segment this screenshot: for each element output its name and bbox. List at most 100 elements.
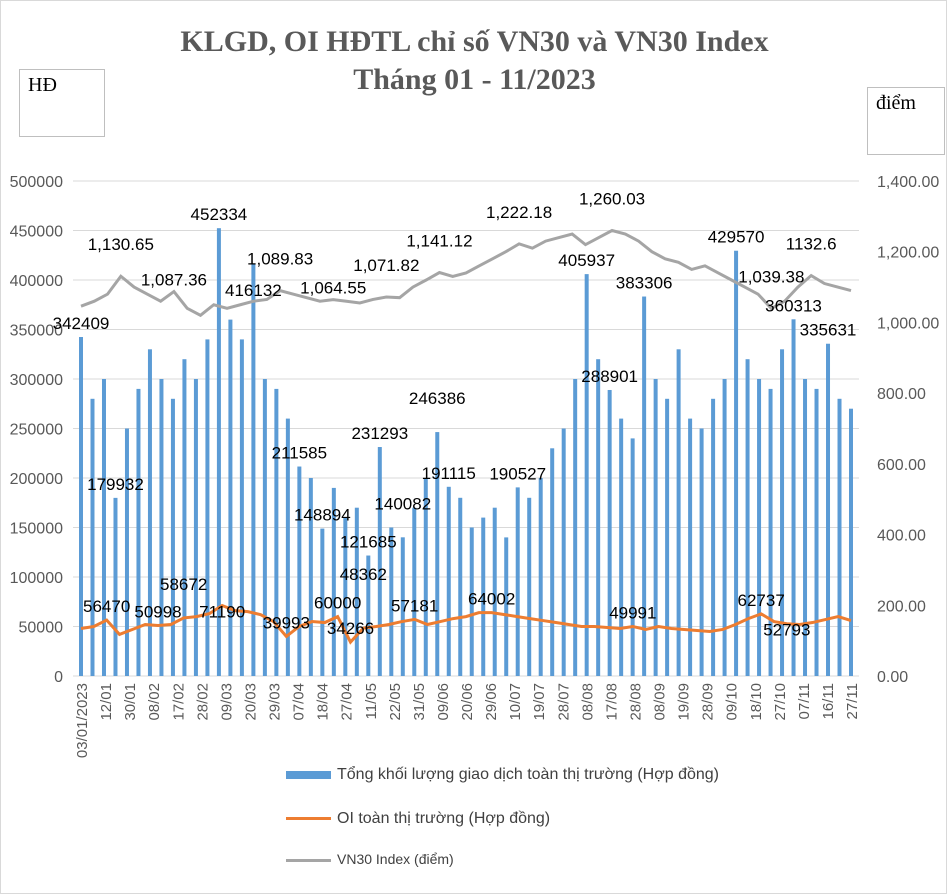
volume-bar <box>320 528 325 676</box>
oi-data-label: 52793 <box>763 621 810 640</box>
oi-data-label: 50998 <box>134 603 181 622</box>
volume-data-label: 288901 <box>581 367 638 386</box>
volume-bar <box>630 438 635 676</box>
x-tick: 29/06 <box>483 683 500 721</box>
volume-bar <box>124 428 129 676</box>
volume-bar <box>711 398 716 676</box>
volume-bar <box>550 448 555 676</box>
y-left-tick: 400000 <box>10 273 63 290</box>
volume-data-label: 342409 <box>53 314 110 333</box>
volume-bar <box>734 250 739 676</box>
y-right-label: điểm <box>867 87 945 155</box>
volume-data-label: 211585 <box>272 444 327 463</box>
y-right-tick: 1,200.00 <box>877 245 939 262</box>
vn30-data-label: 1,071.82 <box>353 256 419 275</box>
volume-bar <box>412 507 417 676</box>
x-tick: 27/11 <box>844 683 861 719</box>
volume-bar <box>308 478 313 676</box>
x-tick: 12/01 <box>98 683 115 721</box>
oi-data-label: 58672 <box>160 575 207 594</box>
x-tick: 27/10 <box>772 683 789 721</box>
x-tick: 17/08 <box>603 683 620 721</box>
volume-bar <box>435 432 440 676</box>
x-tick: 18/04 <box>315 683 332 721</box>
vn30-data-label: 1,039.38 <box>738 268 804 287</box>
vn30-line <box>80 228 852 318</box>
volume-bar <box>757 379 762 676</box>
volume-bar <box>527 497 532 676</box>
volume-bar <box>561 428 566 676</box>
x-tick: 17/02 <box>170 683 187 721</box>
x-tick: 28/07 <box>555 683 572 721</box>
y-left-tick: 150000 <box>10 521 63 538</box>
volume-bar <box>492 507 497 676</box>
volume-bar <box>136 388 141 676</box>
oi-data-label: 56470 <box>83 597 130 616</box>
y-left-tick: 500000 <box>10 174 63 191</box>
volume-bar <box>262 379 267 676</box>
volume-data-label: 140082 <box>374 494 431 513</box>
volume-data-label: 416132 <box>225 281 282 300</box>
legend-swatch <box>286 770 331 779</box>
vn30-data-label: 1,222.18 <box>486 203 552 222</box>
oi-data-label: 64002 <box>468 590 515 609</box>
volume-bar <box>90 398 95 676</box>
volume-data-label: 452334 <box>191 205 248 224</box>
volume-bar <box>343 517 348 676</box>
vn30-data-label: 1,130.65 <box>88 235 154 254</box>
x-tick: 03/01/2023 <box>74 683 91 758</box>
volume-bar <box>182 359 187 676</box>
volume-data-label: 121685 <box>340 533 397 552</box>
volume-data-label: 231293 <box>351 424 408 443</box>
x-tick: 20/06 <box>459 683 476 721</box>
x-tick: 08/09 <box>652 683 669 721</box>
volume-bar <box>101 379 106 676</box>
y-right-tick: 0.00 <box>877 669 908 686</box>
volume-bar <box>837 398 842 676</box>
legend-label: VN30 Index (điểm) <box>337 851 454 867</box>
oi-data-label: 34266 <box>327 619 374 638</box>
y-right-tick: 200.00 <box>877 598 926 615</box>
x-tick: 10/07 <box>507 683 524 721</box>
y-left-label: HĐ <box>19 69 105 137</box>
volume-bar <box>826 343 831 676</box>
volume-bar <box>504 537 509 676</box>
legend-label: OI toàn thị trường (Hợp đồng) <box>337 810 551 827</box>
volume-bar <box>458 497 463 676</box>
volume-bar <box>814 388 819 676</box>
chart-subtitle: Tháng 01 - 11/2023 <box>353 63 596 96</box>
x-tick: 20/03 <box>242 683 259 721</box>
y-right-tick: 800.00 <box>877 386 926 403</box>
chart-title: KLGD, OI HĐTL chỉ số VN30 và VN30 Index <box>180 25 769 58</box>
volume-bar <box>642 296 647 676</box>
volume-bar <box>216 228 221 677</box>
y-left-tick: 50000 <box>19 620 64 637</box>
volume-data-label: 405937 <box>558 251 615 270</box>
legend-oi: OI toàn thị trường (Hợp đồng) <box>286 810 550 828</box>
volume-bar <box>389 527 394 676</box>
y-left-tick: 0 <box>54 669 63 686</box>
volume-bar <box>607 389 612 676</box>
legend-label: Tổng khối lượng giao dịch toàn thị trườn… <box>337 766 719 783</box>
volume-bar <box>768 388 773 676</box>
oi-data-label: 49991 <box>609 604 656 623</box>
x-tick: 11/05 <box>363 683 380 719</box>
x-tick: 27/04 <box>339 683 356 721</box>
vn30-data-label: 1,064.55 <box>300 279 366 298</box>
vn30-data-label: 1,089.83 <box>247 250 313 269</box>
volume-bar <box>377 447 382 676</box>
volume-bar <box>366 555 371 676</box>
x-tick: 29/03 <box>267 683 284 721</box>
y-right-tick: 1,000.00 <box>877 315 939 332</box>
legend-swatch <box>286 817 331 821</box>
volume-bar <box>170 398 175 676</box>
y-left-tick: 450000 <box>10 224 63 241</box>
volume-bar <box>331 487 336 676</box>
volume-bar <box>446 486 451 676</box>
oi-data-label: 57181 <box>391 596 438 615</box>
x-tick: 28/09 <box>700 683 717 721</box>
vn30-data-label: 1,141.12 <box>406 232 472 251</box>
oi-line <box>80 603 852 645</box>
oi-data-label: 60000 <box>314 594 361 613</box>
